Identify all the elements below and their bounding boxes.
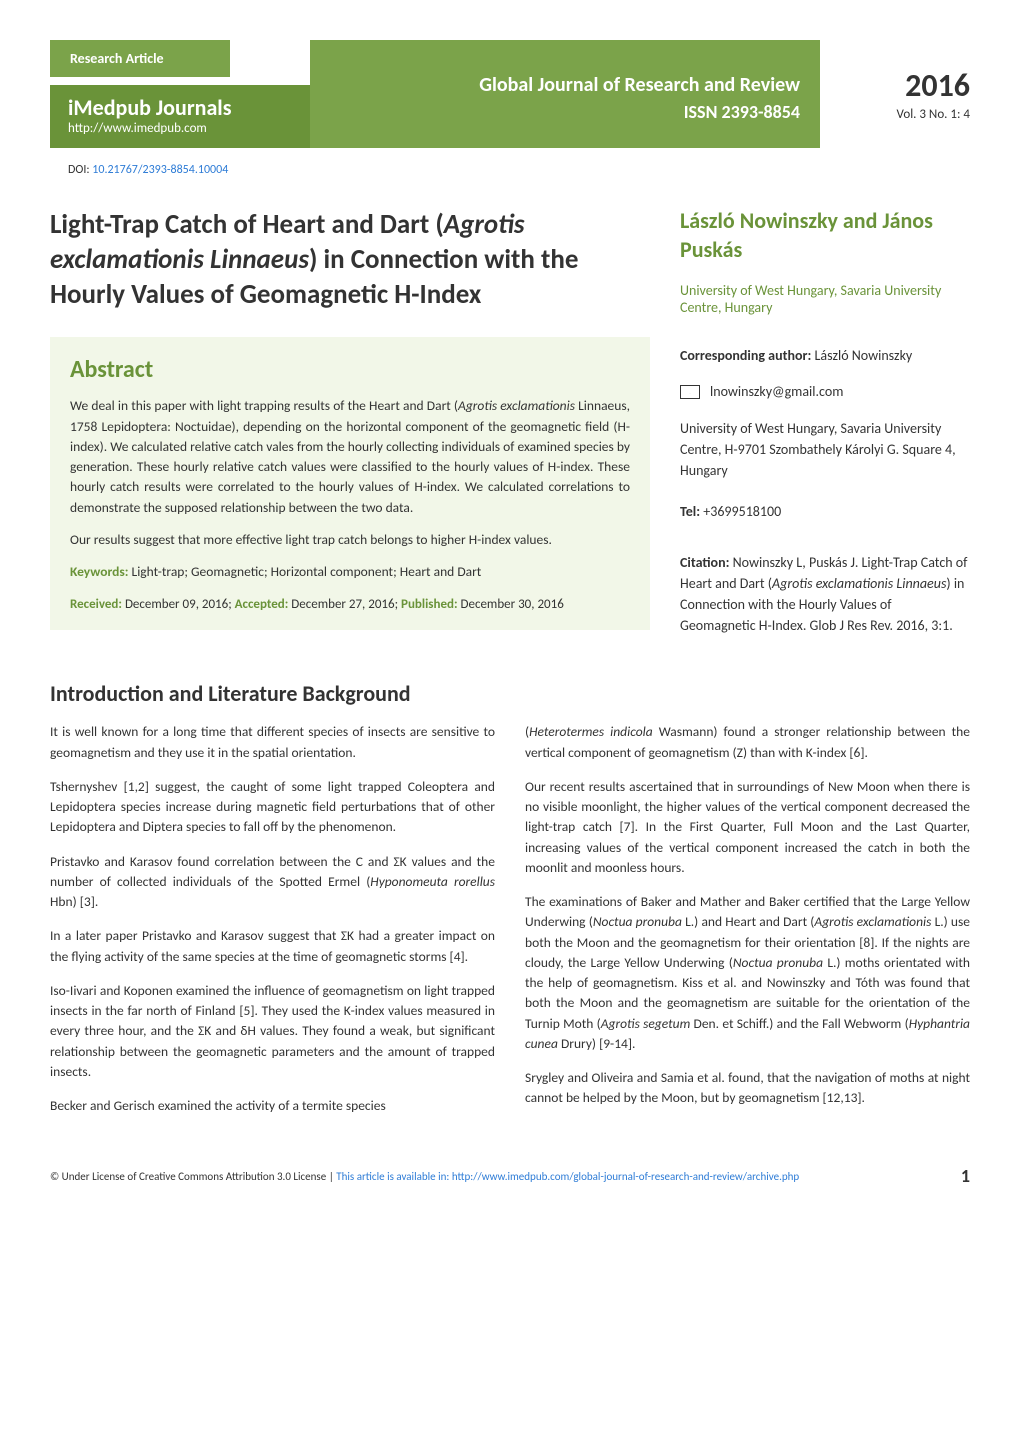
tel-block: Tel: +3699518100 — [680, 501, 970, 522]
intro-heading: Introduction and Literature Background — [50, 680, 970, 707]
center-header: Global Journal of Research and Review IS… — [310, 40, 820, 148]
citation-block: Citation: Nowinszky L, Puskás J. Light-T… — [680, 552, 970, 636]
intro-right-p2: Our recent results ascertained that in s… — [525, 777, 970, 878]
issn: ISSN 2393-8854 — [684, 101, 800, 123]
article-title: Light-Trap Catch of Heart and Dart (Agro… — [50, 207, 650, 312]
main-content: Light-Trap Catch of Heart and Dart (Agro… — [50, 207, 970, 655]
accepted-label: Accepted: — [235, 597, 292, 612]
footer-left: © Under License of Creative Commons Attr… — [50, 1170, 799, 1183]
corresponding-line: Corresponding author: László Nowinszky — [680, 346, 970, 365]
intro-left-p5: Iso-Iivari and Koponen examined the infl… — [50, 981, 495, 1082]
footer-page-number: 1 — [961, 1165, 970, 1187]
intro-right-p3: The examinations of Baker and Mather and… — [525, 892, 970, 1054]
keywords-label: Keywords: — [70, 563, 132, 580]
intro-left-p2: Tshernyshev [1,2] suggest, the caught of… — [50, 777, 495, 838]
keywords-line: Keywords: Light-trap; Geomagnetic; Horiz… — [70, 562, 630, 582]
year: 2016 — [840, 66, 970, 105]
abstract-para-2: Our results suggest that more effective … — [70, 530, 630, 550]
abstract-box: Abstract We deal in this paper with ligh… — [50, 337, 650, 630]
email-text[interactable]: lnowinszky@gmail.com — [710, 383, 843, 400]
header-row: Research Article iMedpub Journals http:/… — [50, 40, 970, 148]
intro-left-p3: Pristavko and Karasov found correlation … — [50, 852, 495, 913]
left-column: Light-Trap Catch of Heart and Dart (Agro… — [50, 207, 650, 655]
vol-issue: Vol. 3 No. 1: 4 — [840, 107, 970, 122]
right-header: 2016 Vol. 3 No. 1: 4 — [820, 40, 970, 148]
corresponding-name: László Nowinszky — [811, 347, 912, 364]
body-col-right: (Heterotermes indicola Wasmann) found a … — [525, 722, 970, 1130]
footer: © Under License of Creative Commons Attr… — [50, 1165, 970, 1187]
citation-label: Citation: — [680, 554, 733, 571]
email-row: lnowinszky@gmail.com — [680, 383, 970, 400]
intro-right-p1: (Heterotermes indicola Wasmann) found a … — [525, 722, 970, 763]
footer-link[interactable]: This article is available in: http://www… — [336, 1170, 799, 1183]
address-block: University of West Hungary, Savaria Univ… — [680, 418, 970, 481]
tel-number: +3699518100 — [703, 503, 781, 520]
corresponding-label: Corresponding author: — [680, 347, 811, 364]
research-article-tag: Research Article — [50, 40, 230, 77]
email-icon — [680, 385, 700, 399]
intro-right-p4: Srygley and Oliveira and Samia et al. fo… — [525, 1068, 970, 1109]
journal-name: Global Journal of Research and Review — [479, 73, 800, 97]
body-columns: It is well known for a long time that di… — [50, 722, 970, 1130]
intro-left-p4: In a later paper Pristavko and Karasov s… — [50, 926, 495, 967]
received-date: December 09, 2016; — [125, 597, 235, 612]
published-date: December 30, 2016 — [461, 597, 564, 612]
affiliation: University of West Hungary, Savaria Univ… — [680, 282, 970, 316]
intro-left-p6: Becker and Gerisch examined the activity… — [50, 1096, 495, 1116]
tel-label: Tel: — [680, 503, 703, 520]
body-col-left: It is well known for a long time that di… — [50, 722, 495, 1130]
right-column: László Nowinszky and János Puskás Univer… — [680, 207, 970, 655]
keywords-text: Light-trap; Geomagnetic; Horizontal comp… — [132, 563, 482, 580]
abstract-para-1: We deal in this paper with light trappin… — [70, 396, 630, 518]
left-header: Research Article iMedpub Journals http:/… — [50, 40, 310, 148]
doi-link[interactable]: 10.21767/2393-8854.10004 — [92, 163, 228, 177]
received-label: Received: — [70, 597, 125, 612]
imedpub-title: iMedpub Journals — [68, 97, 292, 119]
dates-line: Received: December 09, 2016; Accepted: D… — [70, 597, 630, 612]
accepted-date: December 27, 2016; — [291, 597, 401, 612]
intro-left-p1: It is well known for a long time that di… — [50, 722, 495, 763]
imedpub-box: iMedpub Journals http://www.imedpub.com — [50, 85, 310, 148]
footer-license: © Under License of Creative Commons Attr… — [50, 1170, 336, 1183]
abstract-heading: Abstract — [70, 355, 630, 384]
doi[interactable]: DOI: 10.21767/2393-8854.10004 — [68, 163, 970, 177]
imedpub-url[interactable]: http://www.imedpub.com — [68, 121, 292, 136]
published-label: Published: — [401, 597, 460, 612]
authors: László Nowinszky and János Puskás — [680, 207, 970, 264]
